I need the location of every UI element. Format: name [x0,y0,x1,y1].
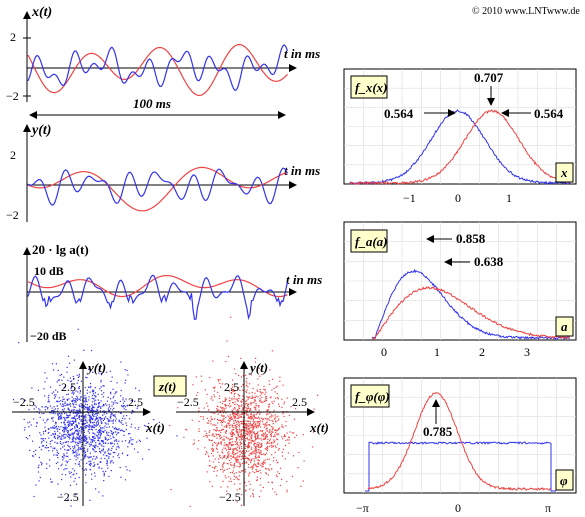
pdf-a-blue-curve [371,268,570,340]
scatter-right-tick: 2.5 [292,395,307,409]
y-t-tick-neg: −2 [6,208,19,222]
scatter-left-tick: 2.5 [128,395,143,409]
pdf-phi-label: f_φ(φ) [355,389,390,404]
x-t-tick-pos: 2 [10,30,16,44]
a-t-blue-curve [27,274,289,320]
pdf-a-tick: 2 [479,345,485,359]
scatter-right-yname: y(t) [248,360,268,375]
z-t-label: z(t) [158,379,176,394]
pdf-a-label: f_a(a) [355,234,388,249]
y-t-blue-curve [27,167,289,206]
pdf-phi-var-bg [555,469,574,491]
a-t-ylabel: 20 · lg a(t) [32,242,89,257]
pdf-phi-peak-label: 0.785 [423,424,453,439]
y-t-xlabel: t in ms [284,163,320,178]
pdf-x-label: f_x(x) [355,80,388,95]
pdf-x-blue-curve [349,109,571,185]
a-t-tick-pos: 10 dB [34,264,64,278]
z-t-label-bg [153,375,187,397]
pdf-phi-var: φ [560,473,568,488]
pdf-a-var-bg [555,316,574,337]
z-t-label-box: z(t) [153,375,187,397]
scatter-left-tick: 2.5 [61,380,76,394]
scatter-right-tick: 2.5 [224,380,239,394]
x-t-xlabel: t in ms [284,46,320,61]
scatter-right-tick: −2.5 [219,490,241,504]
x-t-ylabel: x(t) [31,5,52,20]
pdf-x-var-bg [555,162,574,183]
x-t-red-curve [27,43,288,97]
scatter-right-points [169,316,319,507]
a-t-xlabel: t in ms [286,272,322,287]
a-t-red-curve [27,275,288,298]
y-t-red-curve [27,166,288,212]
pdf-phi-tick: 0 [455,501,461,515]
pdf-a-panel: f_a(a) a 0.858 0.638 0 1 2 3 [343,221,577,359]
scatter-right-xname: x(t) [309,420,329,435]
pdf-a-tick: 3 [524,345,530,359]
pdf-x-tick: 0 [455,191,461,205]
pdf-x-tick: −1 [403,191,416,205]
panel-x-t: x(t) 2 −2 t in ms 100 ms [6,5,320,119]
copyright-text: © 2010 www.LNTwww.de [472,6,580,17]
x-t-blue-curve [27,44,289,92]
a-t-tick-neg: −20 dB [30,329,67,343]
scatter-left-tick: −2.5 [13,395,35,409]
pdf-phi-tick: −π [356,501,369,515]
pdf-x-red-curve [349,109,570,186]
scatter-right: y(t) x(t) 2.5 −2.5 2.5 −2.5 [169,316,329,507]
pdf-phi-red-curve [367,392,551,491]
span-label: 100 ms [133,96,171,111]
y-t-tick-pos: 2 [10,148,16,162]
scatter-left: y(t) x(t) 2.5 −2.5 2.5 −2.5 [12,328,178,507]
pdf-x-tick: 1 [506,191,512,205]
pdf-phi-panel: f_φ(φ) φ 0.785 −π 0 π [343,377,577,515]
pdf-x-grid [344,69,576,184]
y-t-ylabel: y(t) [30,123,51,138]
panel-y-t: y(t) 2 −2 t in ms [6,123,320,222]
scatter-left-points [12,328,178,507]
panel-a-t: 20 · lg a(t) 10 dB −20 dB t in ms [23,242,322,343]
scatter-left-yname: y(t) [86,360,106,375]
x-t-tick-neg: −2 [6,89,19,103]
pdf-x-var: x [560,165,568,180]
pdf-a-red-label: 0.638 [474,254,504,269]
pdf-phi-tick: π [545,501,551,515]
pdf-x-label-bg [350,75,388,99]
pdf-a-blue-label: 0.858 [456,231,486,246]
pdf-phi-label-bg [350,384,390,408]
pdf-a-label-bg [350,229,388,253]
pdf-a-tick: 1 [434,345,440,359]
scatter-right-tick: −2.5 [177,395,199,409]
pdf-phi-blue-curve [365,441,556,492]
pdf-a-red-curve [371,285,570,340]
scatter-left-tick: −2.5 [57,490,79,504]
pdf-a-var: a [561,319,568,334]
pdf-a-tick: 0 [381,345,387,359]
pdf-x-left-label: 0.564 [384,106,414,121]
pdf-a-grid [344,222,576,340]
scatter-left-xname: x(t) [145,420,165,435]
pdf-x-panel: f_x(x) x 0.707 0.564 0.564 −1 0 1 [343,68,577,205]
pdf-x-right-label: 0.564 [534,106,564,121]
pdf-x-peak-label: 0.707 [474,70,504,85]
